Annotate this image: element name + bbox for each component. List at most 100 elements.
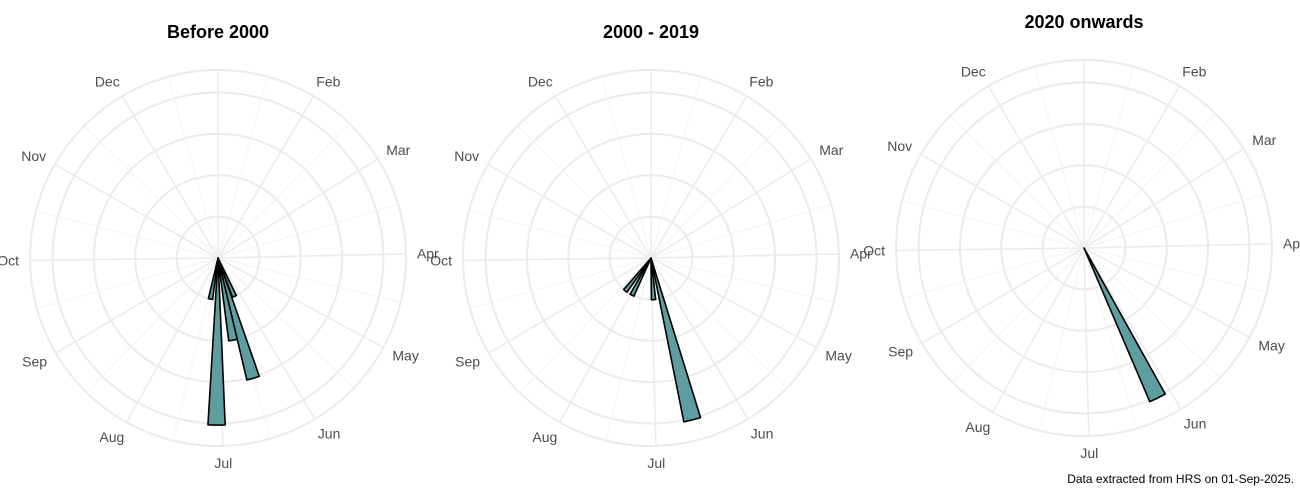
grid-spoke bbox=[487, 163, 652, 259]
polar-bar bbox=[217, 257, 239, 342]
month-tick-label: Jul bbox=[214, 455, 232, 471]
grid-spoke bbox=[217, 253, 406, 259]
month-tick-label: Nov bbox=[887, 138, 912, 154]
grid-spoke bbox=[121, 95, 219, 259]
month-tick-label: Jun bbox=[318, 426, 341, 442]
grid-spoke-minor bbox=[83, 125, 219, 259]
month-tick-label: Dec bbox=[95, 74, 120, 90]
polar-panel-1: Before 2000 Feb Mar Apr May Jun Jul Aug Sep Oct No… bbox=[0, 22, 439, 471]
grid-spoke-minor bbox=[217, 257, 355, 389]
panel-title: 2020 onwards bbox=[1024, 12, 1143, 32]
month-tick-label: Mar bbox=[386, 142, 410, 158]
month-tick-label: Jul bbox=[647, 455, 665, 471]
grid-spoke-minor bbox=[901, 200, 1085, 249]
polar-panel-3: 2020 onwards Feb Mar Apr May Jun Jul Aug Sep Oct N… bbox=[863, 12, 1300, 461]
month-tick-label: Jun bbox=[1184, 416, 1207, 432]
grid-spoke bbox=[217, 158, 379, 259]
month-tick-label: Sep bbox=[455, 354, 480, 370]
panel-title: 2000 - 2019 bbox=[603, 22, 699, 42]
month-tick-label: Apr bbox=[1283, 236, 1300, 252]
grid-spoke-minor bbox=[1083, 113, 1216, 249]
grid-spoke bbox=[921, 247, 1085, 344]
grid-spoke bbox=[920, 153, 1085, 249]
data-source-caption: Data extracted from HRS on 01-Sep-2025. bbox=[1067, 472, 1294, 486]
grid-spoke-minor bbox=[1083, 247, 1267, 293]
month-tick-label: Oct bbox=[0, 253, 19, 269]
month-tick-label: May bbox=[1258, 337, 1284, 353]
polar-panel-2: 2000 - 2019 Feb Mar Apr May Jun Jul Aug Sep Oct No… bbox=[430, 22, 872, 471]
grid-spoke-minor bbox=[650, 204, 832, 259]
grid-spoke-minor bbox=[35, 210, 219, 259]
grid-spoke-minor bbox=[217, 76, 269, 259]
polar-bar bbox=[650, 257, 702, 423]
grid-spoke-minor bbox=[217, 204, 399, 259]
grid-spoke bbox=[125, 257, 219, 423]
grid-spoke-minor bbox=[519, 257, 652, 393]
grid-spoke bbox=[987, 85, 1085, 249]
month-tick-label: Mar bbox=[819, 142, 843, 158]
panel-title: Before 2000 bbox=[167, 22, 269, 42]
grid-spoke-minor bbox=[600, 76, 652, 259]
month-tick-label: Feb bbox=[749, 74, 773, 90]
grid-spoke-minor bbox=[86, 257, 219, 393]
grid-spoke-minor bbox=[469, 257, 652, 309]
grid-spoke bbox=[1083, 247, 1182, 410]
month-tick-label: Jul bbox=[1080, 445, 1098, 461]
month-tick-label: Feb bbox=[316, 74, 340, 90]
polar-bar bbox=[1083, 247, 1167, 403]
grid-spoke bbox=[217, 257, 316, 420]
grid-spoke-minor bbox=[605, 257, 652, 441]
month-tick-label: Dec bbox=[961, 64, 986, 80]
month-tick-label: Apr bbox=[850, 246, 872, 262]
grid-spoke bbox=[1083, 148, 1245, 249]
grid-spoke bbox=[1083, 247, 1250, 338]
grid-spoke-minor bbox=[217, 257, 401, 303]
grid-spoke bbox=[991, 247, 1085, 413]
grid-spoke bbox=[554, 95, 652, 259]
grid-spoke-minor bbox=[1083, 247, 1221, 379]
grid-spoke-minor bbox=[1083, 194, 1265, 249]
month-tick-label: Aug bbox=[965, 419, 990, 435]
grid-spoke-minor bbox=[1083, 247, 1138, 429]
grid-spoke bbox=[488, 257, 652, 354]
month-tick-label: Jun bbox=[751, 426, 774, 442]
grid-spoke-minor bbox=[167, 76, 219, 259]
grid-spoke-minor bbox=[1083, 66, 1135, 249]
grid-spoke bbox=[217, 257, 384, 348]
grid-spoke-minor bbox=[650, 257, 788, 389]
polar-bar bbox=[650, 257, 657, 301]
grid-spoke-minor bbox=[650, 123, 783, 259]
month-tick-label: May bbox=[825, 347, 851, 363]
grid-spoke bbox=[650, 95, 748, 259]
grid-spoke bbox=[896, 247, 1085, 252]
grid-spoke-minor bbox=[468, 210, 652, 259]
grid-spoke bbox=[54, 163, 219, 259]
month-tick-label: Oct bbox=[863, 243, 885, 259]
grid-spoke-minor bbox=[952, 247, 1085, 383]
month-tick-label: Mar bbox=[1252, 132, 1276, 148]
grid-spoke bbox=[463, 257, 652, 262]
polar-bar bbox=[622, 257, 652, 294]
month-tick-label: Aug bbox=[99, 429, 124, 445]
polar-bar bbox=[217, 257, 261, 381]
month-tick-label: Nov bbox=[454, 148, 479, 164]
grid-spoke bbox=[1083, 243, 1272, 249]
polar-bar bbox=[207, 257, 219, 301]
polar-bar bbox=[629, 257, 652, 297]
grid-spoke-minor bbox=[217, 123, 350, 259]
month-tick-label: Feb bbox=[1182, 64, 1206, 80]
month-tick-label: Sep bbox=[22, 354, 47, 370]
grid-spoke-minor bbox=[1038, 247, 1085, 431]
month-tick-label: May bbox=[392, 347, 418, 363]
grid-spoke bbox=[55, 257, 219, 354]
month-tick-label: Aug bbox=[532, 429, 557, 445]
grid-spoke bbox=[30, 257, 219, 262]
month-tick-label: Oct bbox=[430, 253, 452, 269]
grid-spoke bbox=[650, 253, 839, 259]
grid-spoke-minor bbox=[650, 257, 834, 303]
grid-spoke-minor bbox=[1033, 66, 1085, 249]
grid-spoke-minor bbox=[902, 247, 1085, 299]
month-tick-label: Nov bbox=[21, 148, 46, 164]
grid-spoke bbox=[217, 95, 315, 259]
